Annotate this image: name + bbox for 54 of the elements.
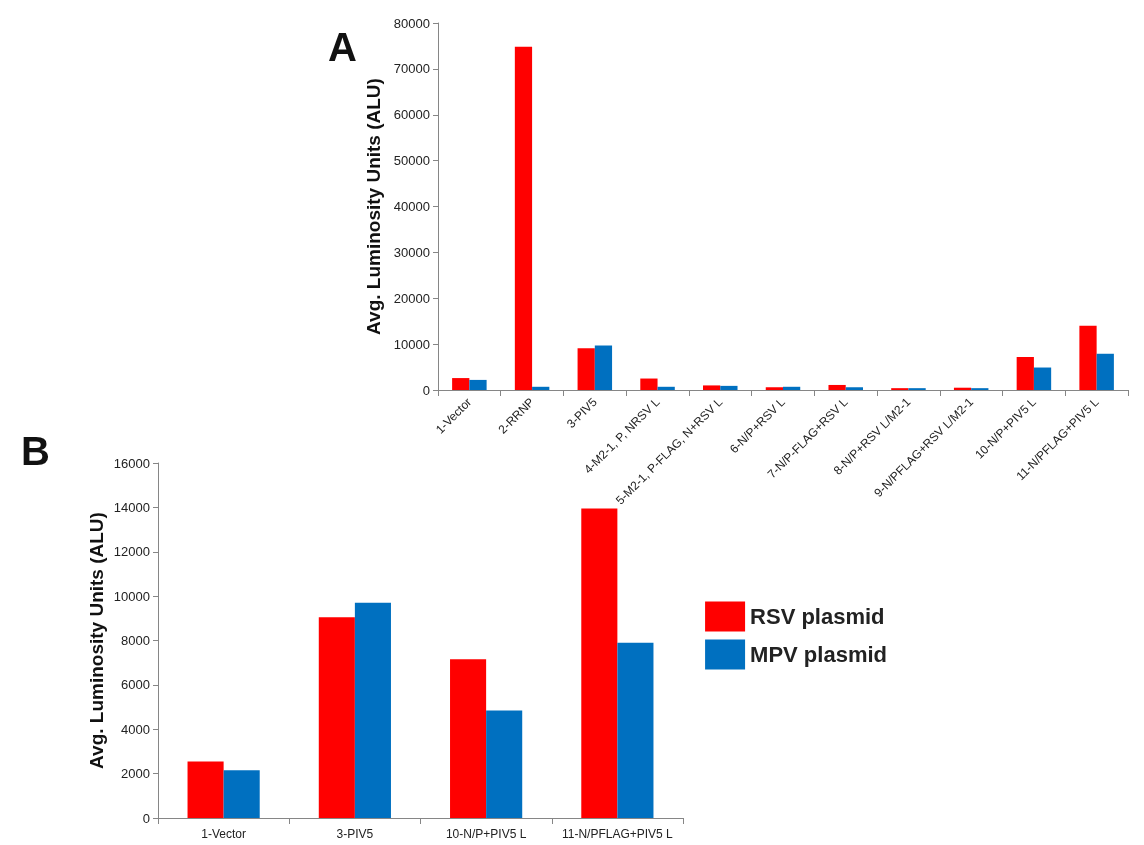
- bar: [469, 379, 487, 390]
- legend-label: MPV plasmid: [750, 642, 887, 667]
- y-tick-label: 60000: [393, 107, 430, 123]
- bar: [187, 761, 224, 818]
- bar: [354, 602, 391, 818]
- y-tick-label: 80000: [393, 15, 430, 31]
- y-tick-label: 10000: [393, 336, 430, 352]
- y-tick-label: 4000: [121, 721, 150, 737]
- y-tick-label: 10000: [113, 588, 150, 604]
- y-tick-label: 0: [142, 810, 150, 826]
- chart-title: B: [21, 429, 50, 473]
- x-tick-label: 1-Vector: [201, 827, 246, 841]
- bar: [594, 345, 613, 390]
- bar: [828, 384, 846, 390]
- y-tick-label: 2000: [121, 766, 150, 782]
- bar: [783, 386, 801, 390]
- bar: [486, 710, 523, 818]
- y-tick-label: 16000: [113, 455, 150, 471]
- bar: [720, 385, 738, 390]
- bar: [703, 385, 721, 390]
- bar: [765, 387, 783, 390]
- x-tick-label: 3-PIV5: [336, 827, 374, 841]
- bar: [318, 617, 355, 818]
- y-tick-label: 40000: [393, 199, 430, 214]
- y-tick-label: 6000: [121, 677, 150, 693]
- y-axis-title: Avg. Luminosity Units (ALU): [86, 512, 107, 769]
- y-tick-label: 50000: [393, 153, 430, 169]
- bar: [452, 378, 470, 390]
- bar: [845, 387, 863, 390]
- y-axis-title: Avg. Luminosity Units (ALU): [362, 78, 384, 335]
- bar: [640, 378, 658, 390]
- chart-title: A: [328, 25, 357, 69]
- bar: [1096, 353, 1114, 390]
- x-tick-label: 11-N/PFLAG+PIV5 L: [561, 827, 674, 841]
- y-tick-label: 12000: [113, 544, 150, 560]
- bar: [657, 386, 675, 390]
- x-tick-label: 10-N/P+PIV5 L: [445, 827, 527, 841]
- legend-label: RSV plasmid: [750, 604, 885, 629]
- y-tick-label: 30000: [393, 244, 430, 260]
- bar: [1079, 325, 1097, 390]
- bar: [1033, 367, 1052, 390]
- bar: [223, 770, 260, 818]
- bar: [532, 386, 550, 390]
- y-tick-label: 14000: [113, 499, 150, 515]
- y-tick-label: 8000: [121, 633, 150, 648]
- y-tick-label: 20000: [393, 290, 430, 306]
- bar: [1016, 356, 1034, 390]
- bar: [577, 348, 595, 390]
- y-tick-label: 70000: [393, 61, 430, 77]
- bar: [450, 659, 487, 818]
- y-tick-label: 0: [422, 382, 430, 398]
- bar: [581, 508, 618, 818]
- bar: [617, 642, 654, 818]
- bar: [514, 46, 533, 390]
